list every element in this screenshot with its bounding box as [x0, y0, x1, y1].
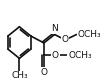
Text: O: O: [62, 35, 69, 44]
Text: OCH₃: OCH₃: [68, 51, 92, 60]
Text: OCH₃: OCH₃: [78, 30, 101, 39]
Text: N: N: [51, 24, 58, 33]
Text: O: O: [40, 68, 47, 77]
Text: CH₃: CH₃: [11, 71, 28, 80]
Text: O: O: [52, 51, 59, 60]
